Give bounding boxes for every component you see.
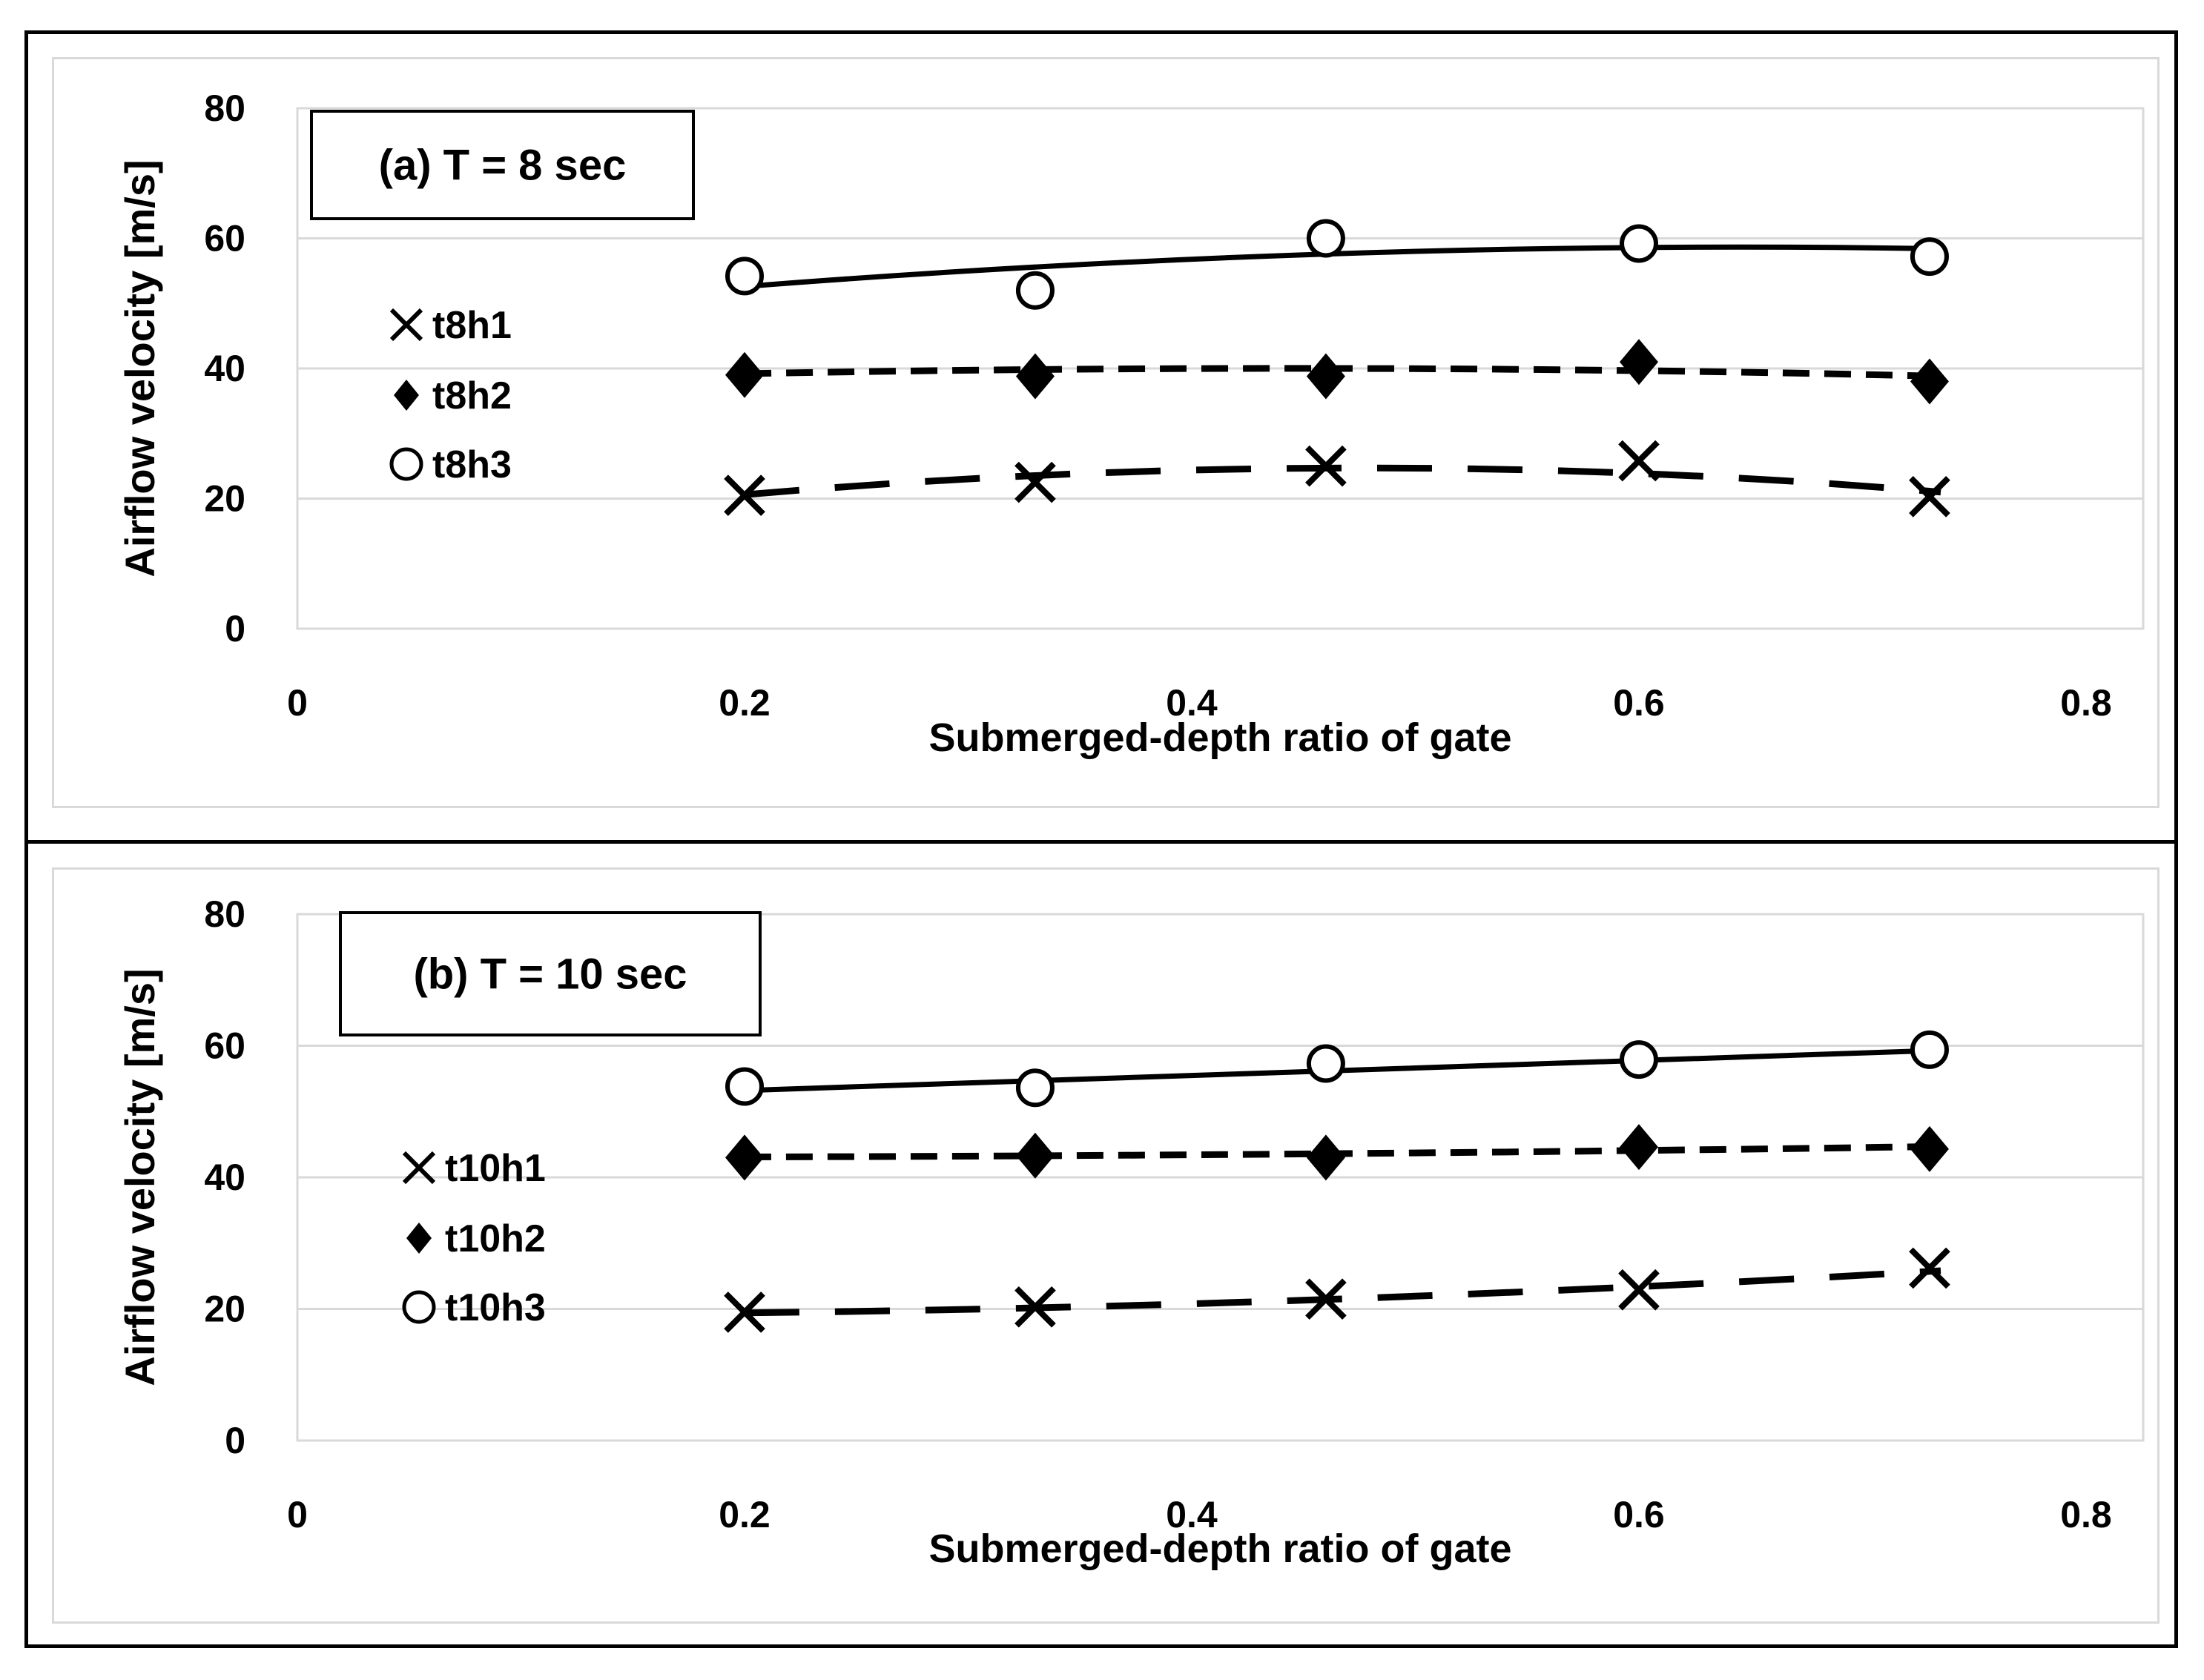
x-tick-label-0.6: 0.6 (1613, 682, 1665, 724)
x-tick-label-0.2: 0.2 (719, 1494, 771, 1535)
marker-t8h2-4 (1910, 358, 1949, 405)
y-tick-label-60: 60 (204, 1025, 245, 1067)
x-tick-label-0.8: 0.8 (2060, 1494, 2112, 1535)
marker-t10h2-2 (1306, 1134, 1345, 1181)
y-tick-label-0: 0 (225, 1420, 245, 1461)
trendline-t10h1 (744, 1267, 1941, 1317)
legend-label-t10h3: t10h3 (445, 1286, 546, 1329)
marker-t10h1-1 (1014, 1286, 1056, 1328)
panel-divider-line (24, 840, 2178, 844)
marker-t10h1-4 (1909, 1247, 1950, 1289)
chart-b-svg: 0 20 40 60 80 0 0.2 0.4 0.6 0.8 Submerged-depth ra… (116, 893, 2145, 1571)
marker-t10h3-0 (725, 1067, 764, 1106)
x-tick-label-0.4: 0.4 (1166, 682, 1218, 724)
marker-t8h3-3 (1620, 224, 1658, 263)
marker-t8h2-0 (725, 351, 764, 398)
marker-t8h3-2 (1306, 219, 1345, 258)
y-axis-title: Airflow velocity [m/s] (116, 159, 163, 577)
legend-marker-t8h1 (389, 308, 423, 342)
y-axis-title: Airflow velocity [m/s] (116, 968, 163, 1386)
marker-t10h1-3 (1618, 1269, 1660, 1311)
x-tick-label-0.6: 0.6 (1613, 1494, 1665, 1535)
y-tick-label-40: 40 (204, 348, 245, 389)
legend-marker-t8h2 (394, 380, 419, 411)
x-tick-label-0.4: 0.4 (1166, 1494, 1218, 1535)
legend-marker-t10h3 (402, 1290, 436, 1324)
y-tick-label-0: 0 (225, 608, 245, 649)
legend-marker-t10h1 (402, 1151, 436, 1185)
x-tick-label-0: 0 (287, 1494, 308, 1535)
marker-t8h1-3 (1618, 440, 1660, 482)
marker-t8h1-4 (1909, 476, 1950, 517)
chart-title-box (310, 110, 695, 220)
marker-t8h1-0 (724, 474, 765, 516)
y-tick-label-60: 60 (204, 218, 245, 259)
marker-t10h3-2 (1306, 1044, 1345, 1083)
legend-marker-t10h2 (406, 1223, 432, 1254)
marker-t10h3-4 (1910, 1030, 1949, 1069)
x-axis-title: Submerged-depth ratio of gate (928, 715, 1511, 760)
y-tick-label-40: 40 (204, 1157, 245, 1198)
chart-panel-b: 0 20 40 60 80 0 0.2 0.4 0.6 0.8 Submerged-depth ra… (52, 867, 2160, 1624)
x-tick-label-0.8: 0.8 (2060, 682, 2112, 724)
marker-t8h2-2 (1306, 353, 1345, 400)
marker-t10h3-1 (1015, 1068, 1055, 1108)
marker-t10h1-0 (724, 1292, 765, 1333)
marker-t8h2-3 (1620, 339, 1658, 386)
x-tick-label-0.2: 0.2 (719, 682, 771, 724)
marker-t10h2-4 (1910, 1125, 1949, 1172)
chart-title-box (339, 911, 762, 1036)
marker-t8h3-0 (725, 257, 764, 296)
trendline-t8h1 (744, 464, 1941, 498)
chart-title: (b) T = 10 sec (413, 950, 687, 999)
chart-a-svg: 0 20 40 60 80 0 0.2 0.4 0.6 0.8 Submerged-depth ra… (116, 87, 2145, 760)
y-tick-label-80: 80 (204, 893, 245, 935)
x-tick-label-0: 0 (287, 682, 308, 724)
marker-t8h3-4 (1910, 237, 1949, 277)
marker-t10h2-3 (1620, 1124, 1658, 1171)
y-tick-label-20: 20 (204, 1289, 245, 1330)
marker-t10h2-1 (1015, 1132, 1055, 1179)
legend-label-t10h2: t10h2 (445, 1217, 546, 1260)
marker-t10h1-2 (1305, 1278, 1347, 1320)
chart-panel-a: 0 20 40 60 80 0 0.2 0.4 0.6 0.8 Submerged-depth ra… (52, 57, 2160, 808)
trendline-t8h2 (744, 365, 1941, 380)
marker-t8h2-1 (1015, 353, 1055, 400)
chart-title: (a) T = 8 sec (379, 142, 627, 190)
marker-t8h1-2 (1305, 445, 1347, 487)
x-axis-title: Submerged-depth ratio of gate (928, 1527, 1511, 1571)
legend-label-t8h2: t8h2 (432, 374, 512, 417)
legend-marker-t8h3 (389, 447, 423, 481)
y-tick-label-80: 80 (204, 87, 245, 129)
marker-t8h3-1 (1015, 271, 1055, 310)
marker-t8h1-1 (1014, 461, 1056, 503)
legend-label-t10h1: t10h1 (445, 1147, 546, 1190)
legend-label-t8h1: t8h1 (432, 304, 512, 347)
legend-label-t8h3: t8h3 (432, 443, 512, 486)
y-tick-label-20: 20 (204, 478, 245, 520)
marker-t10h2-0 (725, 1134, 764, 1181)
marker-t10h3-3 (1620, 1040, 1658, 1079)
figure-outer-border (24, 30, 2178, 1648)
trendline-t8h3 (744, 244, 1941, 289)
